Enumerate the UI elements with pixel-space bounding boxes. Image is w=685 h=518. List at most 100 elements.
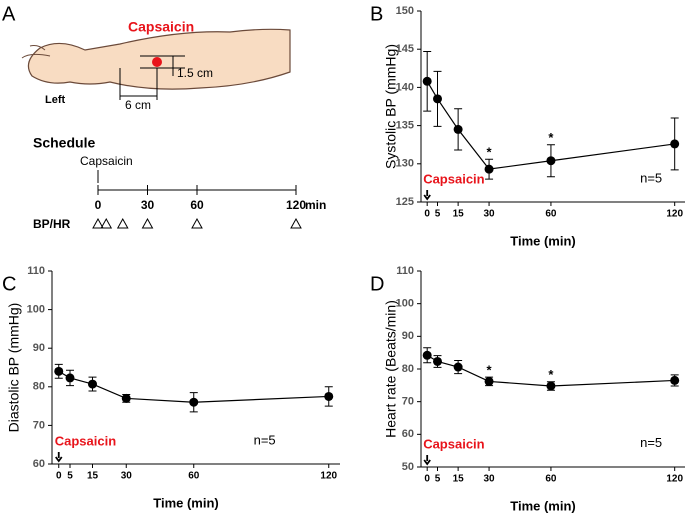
data-point bbox=[670, 375, 680, 385]
y-tick-label: 80 bbox=[402, 363, 414, 375]
schedule-title: Schedule bbox=[33, 135, 95, 151]
measurement-marker bbox=[141, 217, 154, 229]
site-label: Capsaicin bbox=[128, 19, 194, 35]
significance-star: * bbox=[487, 145, 493, 160]
y-tick-label: 145 bbox=[396, 43, 414, 55]
measurement-marker bbox=[100, 217, 113, 229]
x-axis-label: Time (min) bbox=[153, 495, 219, 510]
data-point bbox=[433, 356, 442, 366]
start-label: Capsaicin bbox=[55, 433, 116, 448]
significance-star: * bbox=[548, 367, 554, 382]
x-tick-label: 60 bbox=[188, 471, 200, 482]
data-point bbox=[433, 94, 442, 104]
data-point bbox=[121, 393, 131, 403]
panel-label: A bbox=[2, 3, 16, 25]
y-tick-label: 100 bbox=[396, 298, 414, 310]
measurement-marker bbox=[191, 217, 203, 229]
start-arrow bbox=[423, 190, 431, 201]
x-tick-label: 5 bbox=[435, 474, 441, 485]
x-tick-label: 30 bbox=[484, 474, 496, 485]
timeline-tick-label: 30 bbox=[141, 198, 155, 212]
fingers bbox=[21, 45, 51, 59]
x-tick-label: 120 bbox=[320, 471, 337, 482]
side-label: Left bbox=[45, 94, 66, 106]
measurement-marker bbox=[92, 217, 104, 229]
row-label: BP/HR bbox=[33, 217, 71, 231]
start-label: Capsaicin bbox=[423, 436, 484, 451]
data-point bbox=[546, 156, 556, 166]
x-tick-label: 15 bbox=[453, 209, 465, 220]
data-point bbox=[484, 164, 494, 174]
y-tick-label: 90 bbox=[33, 342, 45, 354]
data-point bbox=[422, 76, 432, 86]
x-tick-label: 5 bbox=[435, 209, 441, 220]
x-tick-label: 60 bbox=[545, 474, 557, 485]
application-site bbox=[152, 57, 162, 67]
panel-a: A Capsaicin 1.5 cm 6 cm Left Schedule Ca… bbox=[2, 3, 326, 231]
measurement-marker bbox=[290, 217, 302, 229]
sample-size: n=5 bbox=[640, 435, 662, 450]
y-axis-label: Systolic BP (mmHg) bbox=[383, 44, 399, 169]
y-axis-label: Heart rate (Beats/min) bbox=[383, 300, 399, 438]
width-label: 1.5 cm bbox=[177, 66, 213, 80]
distance-label: 6 cm bbox=[125, 98, 151, 112]
x-tick-label: 15 bbox=[87, 471, 99, 482]
x-tick-label: 15 bbox=[453, 474, 465, 485]
x-tick-label: 30 bbox=[484, 209, 496, 220]
y-tick-label: 60 bbox=[33, 458, 45, 470]
panel-label: B bbox=[370, 3, 383, 25]
panel-label: C bbox=[2, 273, 16, 295]
y-tick-label: 125 bbox=[396, 196, 414, 208]
timeline-tick-label: 0 bbox=[95, 198, 102, 212]
y-tick-label: 135 bbox=[396, 120, 414, 132]
x-axis-label: Time (min) bbox=[510, 498, 576, 513]
x-tick-label: 5 bbox=[67, 471, 73, 482]
x-tick-label: 60 bbox=[545, 209, 557, 220]
y-tick-label: 150 bbox=[396, 5, 414, 17]
y-tick-label: 130 bbox=[396, 158, 414, 170]
x-tick-label: 30 bbox=[121, 471, 133, 482]
start-arrow bbox=[423, 455, 431, 466]
x-tick-label: 0 bbox=[424, 474, 430, 485]
y-tick-label: 60 bbox=[402, 428, 414, 440]
panel-label: D bbox=[370, 273, 384, 295]
data-point bbox=[453, 124, 463, 134]
data-point bbox=[65, 373, 75, 383]
start-label: Capsaicin bbox=[80, 154, 133, 168]
y-tick-label: 70 bbox=[402, 396, 414, 408]
data-point bbox=[189, 397, 199, 407]
significance-star: * bbox=[487, 363, 493, 378]
y-tick-label: 100 bbox=[27, 304, 45, 316]
sample-size: n=5 bbox=[254, 432, 276, 447]
timeline-unit: min bbox=[305, 198, 326, 212]
data-point bbox=[484, 376, 494, 386]
y-tick-label: 110 bbox=[27, 265, 45, 277]
data-point bbox=[453, 362, 463, 372]
y-tick-label: 90 bbox=[402, 330, 414, 342]
start-arrow bbox=[55, 452, 63, 463]
x-tick-label: 120 bbox=[666, 209, 683, 220]
significance-star: * bbox=[548, 130, 554, 145]
data-point bbox=[546, 381, 556, 391]
x-tick-label: 0 bbox=[56, 471, 62, 482]
timeline-tick-label: 60 bbox=[190, 198, 204, 212]
x-tick-label: 0 bbox=[424, 209, 430, 220]
y-tick-label: 70 bbox=[33, 419, 45, 431]
x-tick-label: 120 bbox=[666, 474, 683, 485]
x-axis-label: Time (min) bbox=[510, 233, 576, 248]
y-tick-label: 140 bbox=[396, 81, 414, 93]
data-point bbox=[670, 139, 680, 149]
data-point bbox=[422, 350, 432, 360]
data-point bbox=[324, 391, 334, 401]
data-point bbox=[88, 379, 97, 389]
sample-size: n=5 bbox=[640, 171, 662, 186]
y-axis-label: Diastolic BP (mmHg) bbox=[6, 303, 22, 433]
timeline-tick-label: 120 bbox=[286, 198, 306, 212]
measurement-marker bbox=[116, 217, 129, 229]
y-tick-label: 80 bbox=[33, 381, 45, 393]
data-point bbox=[54, 366, 64, 376]
y-tick-label: 50 bbox=[402, 461, 414, 473]
y-tick-label: 110 bbox=[396, 265, 414, 277]
start-label: Capsaicin bbox=[423, 171, 484, 186]
